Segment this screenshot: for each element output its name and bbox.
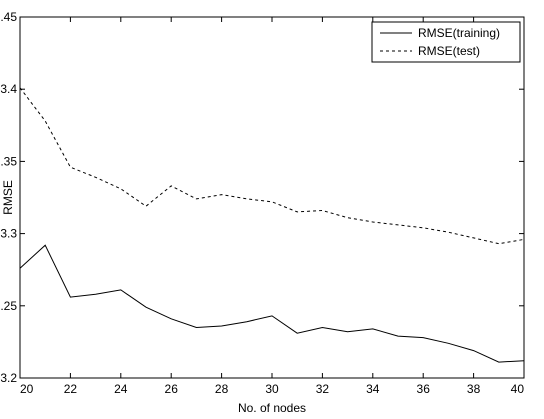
y-tick-label: 3.3 (0, 227, 17, 241)
series-layer (19, 87, 525, 363)
y-tick-label: 3.45 (0, 10, 17, 24)
legend-box (371, 21, 521, 63)
series-line-test (19, 87, 525, 245)
x-tick-label: 40 (511, 382, 525, 396)
legend: RMSE(training) RMSE(test) (371, 21, 521, 63)
x-tick-label: 30 (265, 382, 279, 396)
x-tick-label: 34 (366, 382, 380, 396)
y-tick-label: 3.35 (0, 154, 17, 168)
legend-label-training: RMSE(training) (418, 26, 500, 40)
x-tick-label: 38 (467, 382, 481, 396)
y-tick-label: 3.25 (0, 299, 17, 313)
y-tick-label: 3.4 (0, 82, 17, 96)
x-axis-label: No. of nodes (238, 401, 306, 415)
legend-label-test: RMSE(test) (418, 44, 480, 58)
axis-ticks (19, 16, 525, 379)
x-tick-label: 22 (64, 382, 78, 396)
x-tick-label: 36 (417, 382, 431, 396)
y-tick-labels: 3.2 3.25 3.3 3.35 3.4 3.45 (0, 10, 17, 385)
x-tick-label: 28 (215, 382, 229, 396)
y-axis-label: RMSE (1, 180, 15, 215)
x-tick-label: 20 (20, 382, 34, 396)
plot-area-frame (19, 16, 525, 379)
y-tick-label: 3.2 (0, 371, 17, 385)
x-tick-label: 24 (114, 382, 128, 396)
x-tick-labels: 20 22 24 26 28 30 32 34 36 38 40 (20, 382, 524, 396)
x-tick-label: 26 (165, 382, 179, 396)
x-tick-label: 32 (316, 382, 330, 396)
series-line-training (19, 244, 525, 363)
